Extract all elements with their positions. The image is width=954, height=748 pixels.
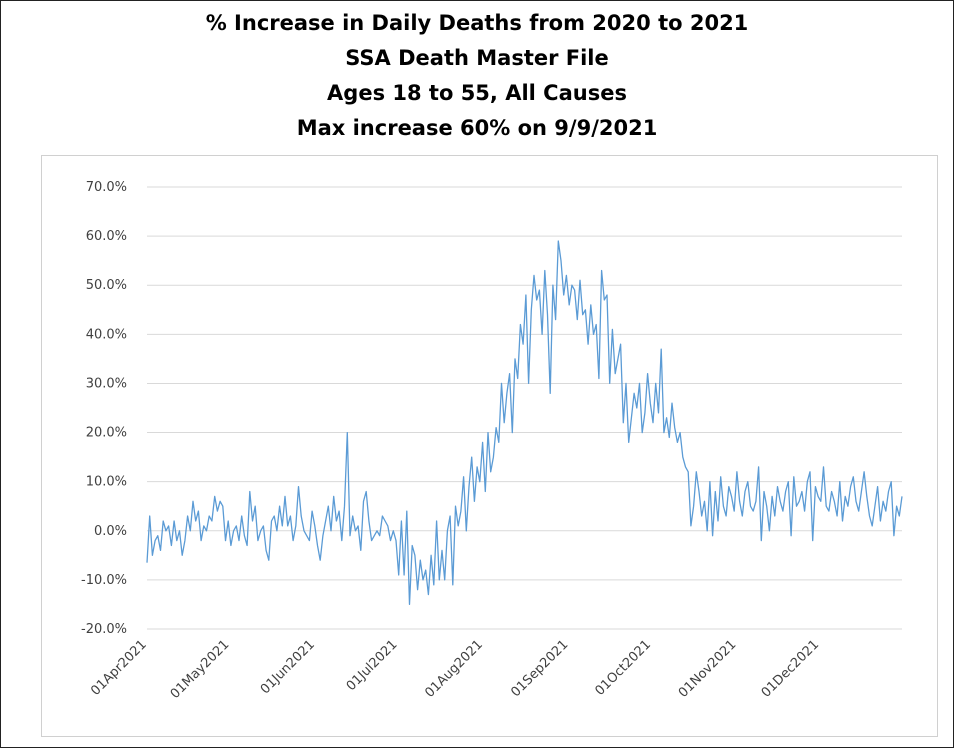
gridlines (147, 186, 902, 630)
y-tick-label: -10.0% (81, 573, 127, 588)
chart-title-block: % Increase in Daily Deaths from 2020 to … (0, 6, 954, 146)
x-tick-label: 01Nov2021 (676, 637, 740, 701)
x-tick-label: 01Jul2021 (344, 637, 401, 694)
y-tick-label: 20.0% (86, 426, 127, 441)
y-tick-label: 0.0% (94, 524, 127, 539)
chart-subtitle-ages: Ages 18 to 55, All Causes (327, 81, 627, 105)
y-axis-tick-labels: -20.0% -10.0% 0.0% 10.0% 20.0% 30.0% 40.0% 50.0… (81, 180, 127, 637)
y-tick-label: 50.0% (86, 278, 127, 293)
line-chart: -20.0% -10.0% 0.0% 10.0% 20.0% 30.0% 40.0% 50.0… (81, 180, 903, 702)
x-tick-label: 01Jun2021 (258, 637, 318, 697)
series-layer (146, 240, 903, 606)
y-tick-label: 70.0% (86, 180, 127, 195)
chart-subtitle-source: SSA Death Master File (345, 46, 609, 70)
x-tick-label: 01Oct2021 (592, 637, 654, 699)
x-tick-label: 01Aug2021 (422, 637, 486, 701)
series-line (146, 240, 903, 606)
x-tick-label: 01Apr2021 (88, 637, 150, 699)
x-tick-label: 01Dec2021 (759, 637, 822, 700)
y-tick-label: -20.0% (81, 622, 127, 637)
x-tick-label: 01May2021 (168, 637, 233, 702)
y-tick-label: 60.0% (86, 229, 127, 244)
x-tick-label: 01Sep2021 (508, 637, 571, 700)
chart-subtitle-max: Max increase 60% on 9/9/2021 (296, 116, 658, 140)
plot-area: -20.0% -10.0% 0.0% 10.0% 20.0% 30.0% 40.0% 50.0… (41, 155, 938, 737)
y-tick-label: 30.0% (86, 376, 127, 391)
y-tick-label: 10.0% (86, 475, 127, 490)
chart-title: % Increase in Daily Deaths from 2020 to … (205, 11, 749, 35)
x-axis-tick-labels: 01Apr2021 01May2021 01Jun2021 01Jul2021 01Au… (88, 637, 822, 702)
y-tick-label: 40.0% (86, 327, 127, 342)
